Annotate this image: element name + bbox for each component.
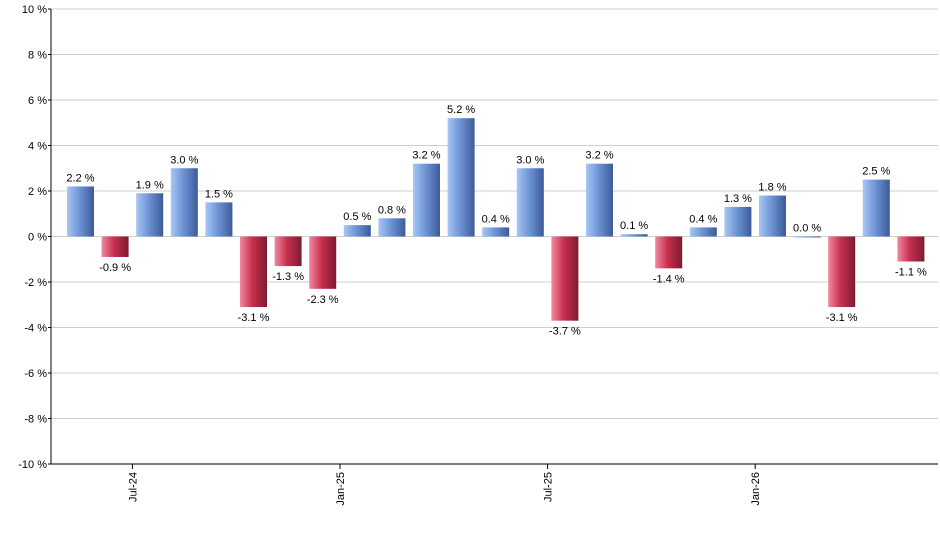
- y-tick-label: -10 %: [18, 459, 47, 471]
- bar-value-label: -1.3 %: [272, 271, 304, 283]
- bar-value-label: 2.5 %: [862, 166, 890, 178]
- y-tick-label: -2 %: [24, 277, 47, 289]
- bar-value-label: -1.4 %: [653, 273, 685, 285]
- bar-value-label: -2.3 %: [307, 294, 339, 306]
- y-tick-label: -8 %: [24, 414, 47, 426]
- y-tick-label: -4 %: [24, 323, 47, 335]
- bar: [447, 118, 475, 237]
- bar: [67, 186, 94, 237]
- bar: [378, 218, 406, 237]
- bar-value-label: 0.4 %: [482, 213, 510, 225]
- bar: [551, 236, 579, 321]
- bars: [67, 118, 925, 321]
- axes: [48, 8, 938, 465]
- bar: [205, 202, 233, 237]
- y-tick-label: 4 %: [28, 141, 47, 153]
- bar-value-label: -3.7 %: [549, 326, 581, 338]
- bar: [828, 236, 856, 308]
- bar-value-label: 3.2 %: [585, 150, 613, 162]
- bar-value-label: -3.1 %: [238, 312, 270, 324]
- bar: [343, 225, 371, 237]
- bar: [655, 236, 683, 269]
- x-axis-tick-labels: Jul-24 Jan-25 Jul-25 Jan-26: [127, 464, 762, 506]
- bar-value-label: 5.2 %: [447, 104, 475, 116]
- y-tick-label: 2 %: [28, 186, 47, 198]
- bar-value-label: 0.5 %: [343, 211, 371, 223]
- bar-value-label: 2.2 %: [66, 172, 94, 184]
- bar-value-label: -3.1 %: [826, 312, 858, 324]
- bar-value-label: 0.4 %: [689, 213, 717, 225]
- bar-value-label: 1.3 %: [724, 193, 752, 205]
- y-tick-label: 6 %: [28, 95, 47, 107]
- y-tick-label: 0 %: [28, 232, 47, 244]
- y-tick-label: 10 %: [22, 4, 47, 16]
- bar: [862, 179, 890, 237]
- bar: [413, 163, 440, 237]
- bar: [309, 236, 337, 289]
- bar: [724, 206, 752, 237]
- x-tick-label: Jan-26: [750, 472, 762, 506]
- x-tick-label: Jan-25: [335, 472, 347, 506]
- x-tick-label: Jul-25: [543, 472, 555, 502]
- bar: [793, 236, 821, 238]
- bar-value-label: 3.0 %: [516, 154, 544, 166]
- bar: [170, 168, 198, 237]
- bar: [759, 195, 786, 237]
- bar: [240, 236, 267, 308]
- bar: [897, 236, 925, 262]
- bar: [136, 193, 164, 237]
- bar-value-label: 0.0 %: [793, 223, 821, 235]
- bar: [620, 234, 648, 237]
- bar-value-label: 1.5 %: [205, 188, 233, 200]
- bar-value-label: -0.9 %: [99, 262, 131, 274]
- bar-value-label: 1.9 %: [136, 179, 164, 191]
- bar: [101, 236, 129, 257]
- bar: [516, 168, 544, 237]
- bar-value-label: 3.0 %: [170, 154, 198, 166]
- bar-value-label: 1.8 %: [758, 182, 786, 194]
- bar-value-label: 0.8 %: [378, 204, 406, 216]
- x-tick-label: Jul-24: [127, 472, 139, 502]
- bar-value-label: 3.2 %: [412, 150, 440, 162]
- y-axis-tick-labels: 10 % 8 % 6 % 4 % 2 % 0 % -2 % -4 % -6 % -8 % -10 %: [18, 4, 47, 471]
- bar-value-label: -1.1 %: [895, 267, 927, 279]
- bar: [586, 163, 613, 237]
- bar: [689, 227, 717, 237]
- bar: [482, 227, 510, 237]
- value-labels: 2.2 % -0.9 % 1.9 % 3.0 % 1.5 % -3.1 % -1.3 %-2…: [66, 104, 927, 337]
- y-tick-label: 8 %: [28, 50, 47, 62]
- bar: [274, 236, 302, 267]
- bar-value-label: 0.1 %: [620, 220, 648, 232]
- y-tick-label: -6 %: [24, 368, 47, 380]
